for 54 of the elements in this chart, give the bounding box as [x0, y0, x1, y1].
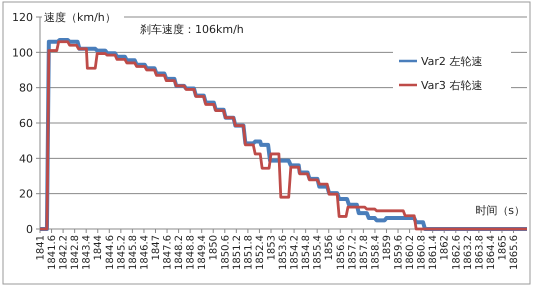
x-tick-label: 1855.4: [312, 235, 324, 270]
x-tick-label: 1850: [208, 235, 220, 260]
x-tick-label: 1841.6: [47, 235, 58, 270]
y-axis-title: 速度（km/h）: [44, 11, 116, 24]
x-tick-label: 1845.8: [128, 235, 139, 270]
x-tick-label: 1864.4: [486, 235, 497, 270]
x-tick-label: 1841: [36, 235, 46, 260]
x-tick-label: 1865.6: [509, 235, 520, 270]
x-tick-label: 1851.8: [243, 235, 254, 270]
x-tick-label: 1857.8: [358, 235, 370, 270]
x-tick-label: 1856: [324, 235, 336, 260]
x-tick-label: 1848.2: [174, 235, 186, 270]
x-tick-label: 1862: [440, 235, 451, 260]
y-tick-label: 60: [19, 117, 33, 130]
x-tick-label: 1854.8: [301, 235, 312, 270]
x-tick-label: 1842.2: [58, 235, 70, 270]
x-tick-label: 1858.4: [370, 235, 382, 270]
x-tick-label: 1859: [382, 235, 393, 260]
x-tick-label: 1846.4: [139, 235, 150, 270]
legend-label: Var3 右轮速: [421, 79, 482, 92]
x-tick-label: 1850.6: [220, 235, 232, 270]
x-tick-label: 1845.2: [116, 235, 128, 270]
x-tick-label: 1853.6: [278, 235, 290, 270]
x-tick-label: 1847: [150, 235, 162, 260]
x-tick-label: 1854.2: [290, 235, 301, 270]
x-tick-label: 1849.4: [197, 235, 208, 270]
x-tick-label: 1862.6: [451, 235, 462, 270]
x-tick-label: 1852.4: [254, 235, 266, 270]
y-tick-label: 40: [19, 152, 33, 166]
x-tick-label: 1844: [93, 235, 104, 260]
x-tick-label: 1863.2: [462, 235, 474, 270]
x-tick-label: 1857.2: [347, 235, 358, 270]
x-tick-label: 1844.6: [104, 235, 116, 270]
x-tick-label: 1843.4: [82, 235, 93, 270]
y-tick-label: 100: [12, 46, 33, 60]
y-tick-label: 20: [19, 188, 33, 201]
x-tick-label: 1863.8: [474, 235, 486, 270]
x-tick-label: 1859.6: [394, 235, 405, 270]
y-tick-label: 0: [26, 223, 33, 236]
annotation: 刹车速度：106km/h: [140, 23, 244, 36]
legend-label: Var2 左轮速: [421, 55, 482, 68]
x-tick-label: 1848.8: [186, 235, 197, 270]
x-tick-label: 1853: [266, 235, 278, 260]
x-tick-label: 1847.6: [162, 235, 174, 270]
x-tick-label: 1856.6: [336, 235, 347, 270]
y-tick-label: 80: [19, 82, 33, 95]
x-tick-label: 1842.8: [70, 235, 82, 270]
x-tick-label: 1860.2: [405, 235, 416, 270]
x-tick-label: 1861.4: [428, 235, 440, 270]
y-tick-label: 120: [12, 11, 33, 24]
x-tick-label: 1851.2: [232, 235, 243, 270]
x-tick-label: 1860.8: [416, 235, 428, 270]
x-tick-label: 1865: [497, 235, 508, 260]
x-axis-title: 时间（s）: [475, 204, 525, 217]
